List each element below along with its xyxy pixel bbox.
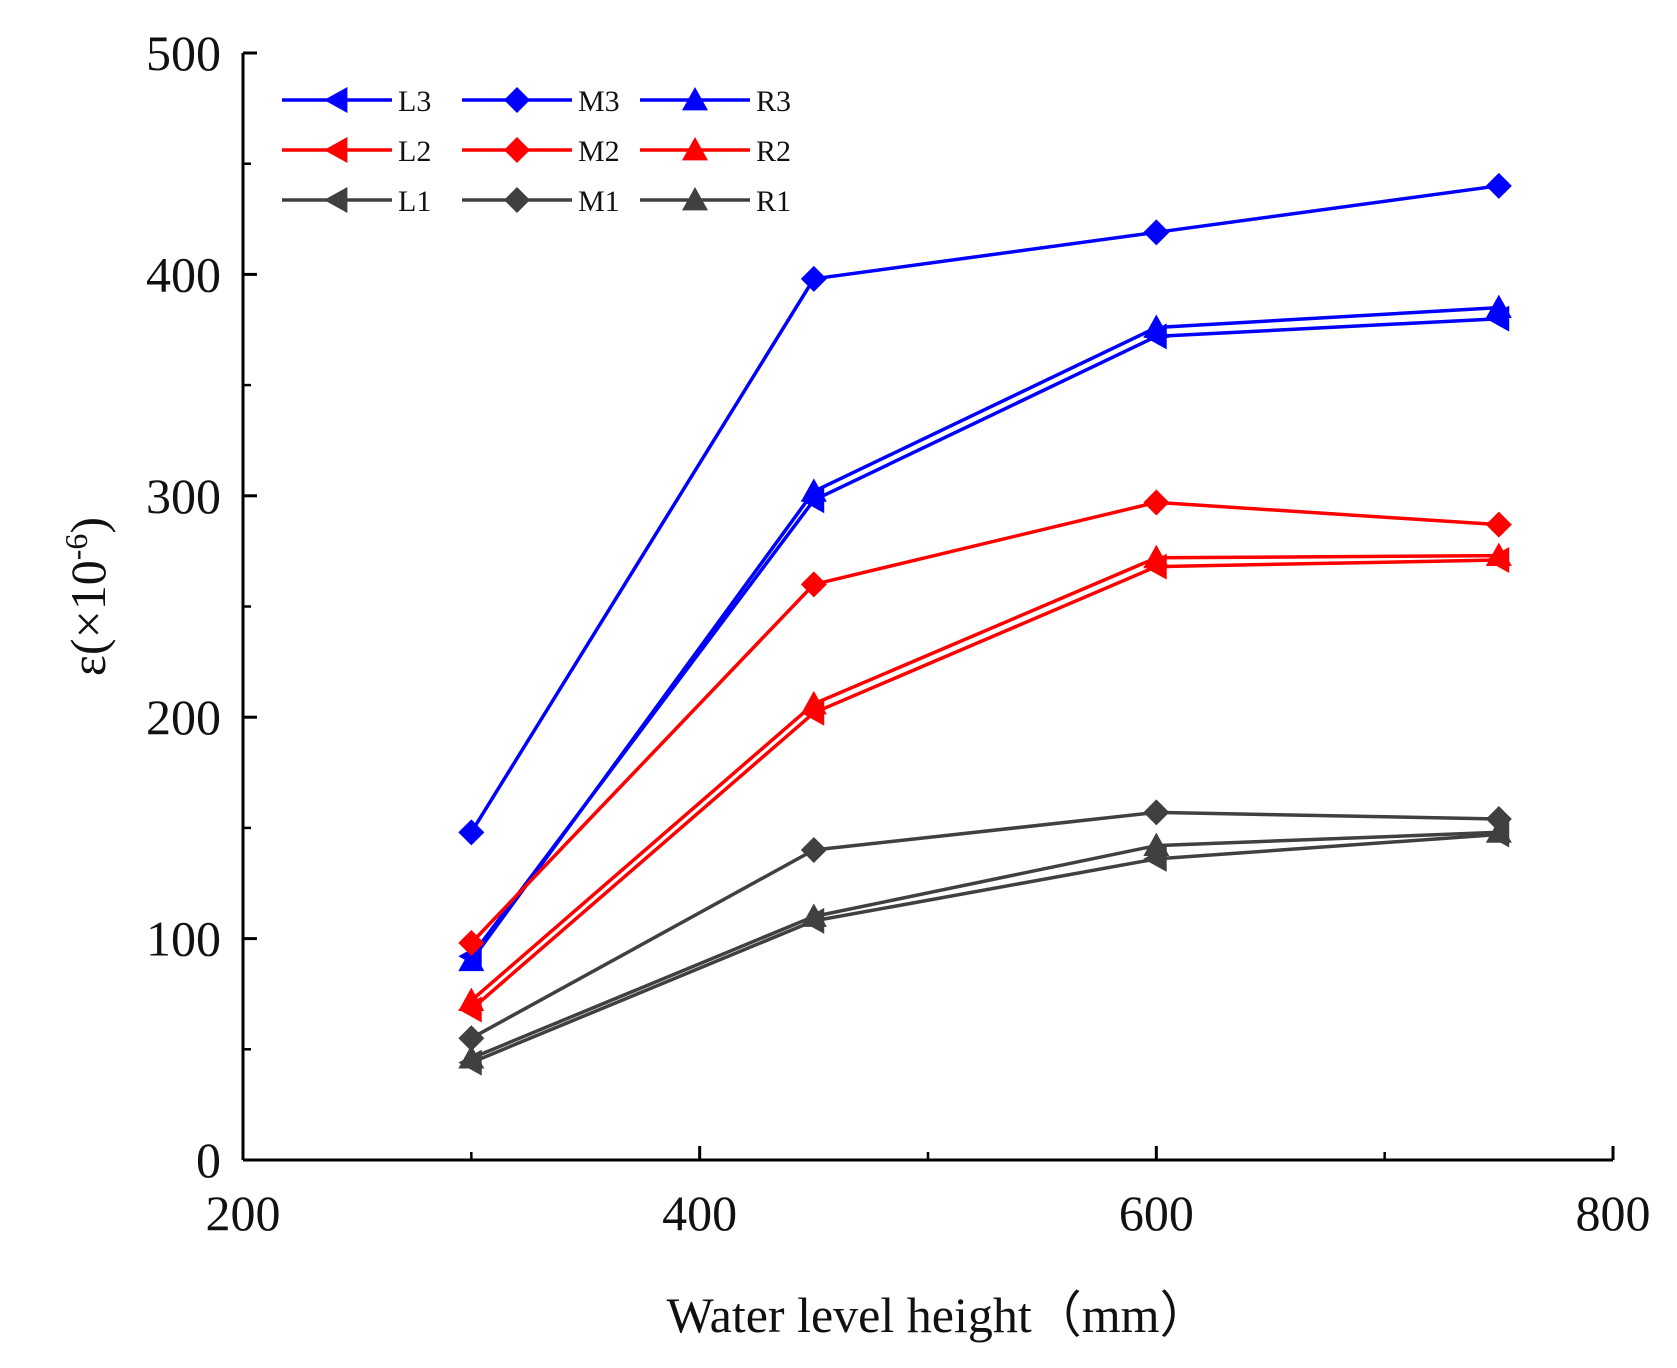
legend-marker-M1: [504, 187, 530, 213]
series-line-R3: [469, 305, 1499, 962]
data-point-R3-600: [1143, 314, 1170, 338]
y-axis-title-superscript: -6: [58, 534, 94, 561]
legend-label-L1: L1: [398, 185, 431, 218]
y-axis-title-close: ): [60, 517, 116, 534]
legend-item-L3: L3: [282, 85, 431, 118]
legend-marker-M3: [504, 87, 530, 113]
data-point-R3-450: [800, 478, 827, 502]
series-line-L3: [469, 316, 1499, 958]
series-line-M1: [470, 810, 1499, 1040]
y-axis-title: ε(×10-6): [58, 517, 116, 676]
y-axis-title-main: ε(×10: [60, 560, 116, 676]
data-point-M2-750: [1485, 511, 1512, 538]
x-tick-label: 200: [206, 1185, 281, 1241]
legend-item-M3: M3: [462, 85, 620, 118]
data-point-R1-750: [1485, 819, 1512, 843]
data-point-R2-750: [1485, 542, 1512, 566]
y-tick-label: 0: [196, 1132, 221, 1188]
legend-marker-L3: [324, 87, 348, 113]
legend-item-R1: R1: [640, 185, 791, 218]
series-layer: [458, 172, 1512, 1076]
legend-item-M2: M2: [462, 135, 620, 168]
x-tick-label: 600: [1119, 1185, 1194, 1241]
y-tick-label: 400: [146, 246, 221, 302]
series-L1: [458, 821, 1510, 1076]
x-tick-label: 400: [662, 1185, 737, 1241]
series-R2: [458, 542, 1512, 1011]
y-tick-label: 100: [146, 911, 221, 967]
legend-label-R3: R3: [756, 85, 791, 118]
x-axis-title: Water level height（mm）: [666, 1287, 1209, 1343]
legend-marker-M2: [504, 137, 530, 163]
data-point-M3-750: [1485, 172, 1512, 199]
data-point-R1-300: [458, 1045, 485, 1069]
data-point-M3-450: [800, 265, 827, 292]
legend-marker-R3: [682, 87, 708, 111]
series-line-L1: [470, 832, 1499, 1065]
series-R1: [458, 819, 1512, 1069]
data-point-R1-600: [1143, 832, 1170, 857]
legend-label-R1: R1: [756, 185, 791, 218]
series-line-R1: [470, 830, 1499, 1060]
legend-label-M1: M1: [578, 185, 620, 218]
data-point-M1-750: [1485, 806, 1512, 833]
data-point-M1-450: [800, 837, 827, 864]
series-line-R2: [470, 553, 1499, 1002]
data-point-R2-300: [458, 987, 485, 1011]
data-point-M2-300: [458, 930, 485, 957]
data-point-M3-600: [1143, 219, 1170, 246]
chart-axes: 200 400 600 800 0 100 200 300 400 500: [146, 25, 1651, 1241]
series-line-M2: [470, 500, 1499, 945]
legend-marker-R1: [682, 187, 708, 211]
legend-label-M3: M3: [578, 85, 620, 118]
series-line-M3: [469, 184, 1500, 834]
x-tick-label: 800: [1576, 1185, 1651, 1241]
legend-label-L3: L3: [398, 85, 431, 118]
data-point-M1-600: [1143, 799, 1170, 826]
legend-marker-L2: [324, 137, 348, 163]
legend-marker-R2: [682, 137, 708, 161]
data-point-R3-750: [1485, 294, 1512, 319]
legend-label-R2: R2: [756, 135, 791, 168]
y-tick-label: 500: [146, 25, 221, 81]
legend: L3 M3 R3 L2 M2 R2 L1 M1 R1: [282, 85, 791, 218]
legend-marker-L1: [324, 187, 348, 213]
series-M1: [458, 799, 1512, 1052]
legend-label-M2: M2: [578, 135, 620, 168]
series-M3: [458, 172, 1512, 846]
data-point-M2-600: [1143, 489, 1170, 516]
data-point-M2-450: [800, 571, 827, 598]
y-tick-label: 200: [146, 689, 221, 745]
legend-label-L2: L2: [398, 135, 431, 168]
y-tick-label: 300: [146, 468, 221, 524]
series-M2: [458, 489, 1512, 957]
series-L2: [458, 547, 1510, 1023]
legend-item-R2: R2: [640, 135, 791, 168]
data-point-M1-300: [458, 1025, 485, 1052]
series-R3: [458, 294, 1512, 972]
legend-item-L2: L2: [282, 135, 431, 168]
data-point-R1-450: [800, 903, 827, 927]
legend-item-L1: L1: [282, 185, 431, 218]
data-point-R2-450: [800, 690, 827, 715]
series-line-L2: [470, 558, 1499, 1011]
legend-item-M1: M1: [462, 185, 620, 218]
legend-item-R3: R3: [640, 85, 791, 118]
series-L3: [458, 305, 1510, 970]
data-point-R3-300: [458, 947, 485, 972]
data-point-M3-300: [458, 819, 485, 846]
data-point-R2-600: [1143, 544, 1170, 569]
